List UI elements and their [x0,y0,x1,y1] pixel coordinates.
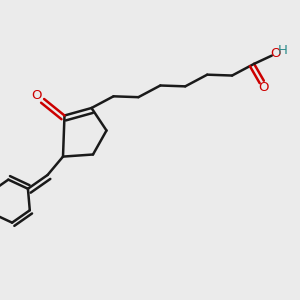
Text: O: O [259,81,269,94]
Text: O: O [270,47,280,60]
Text: H: H [278,44,288,57]
Text: O: O [32,89,42,103]
